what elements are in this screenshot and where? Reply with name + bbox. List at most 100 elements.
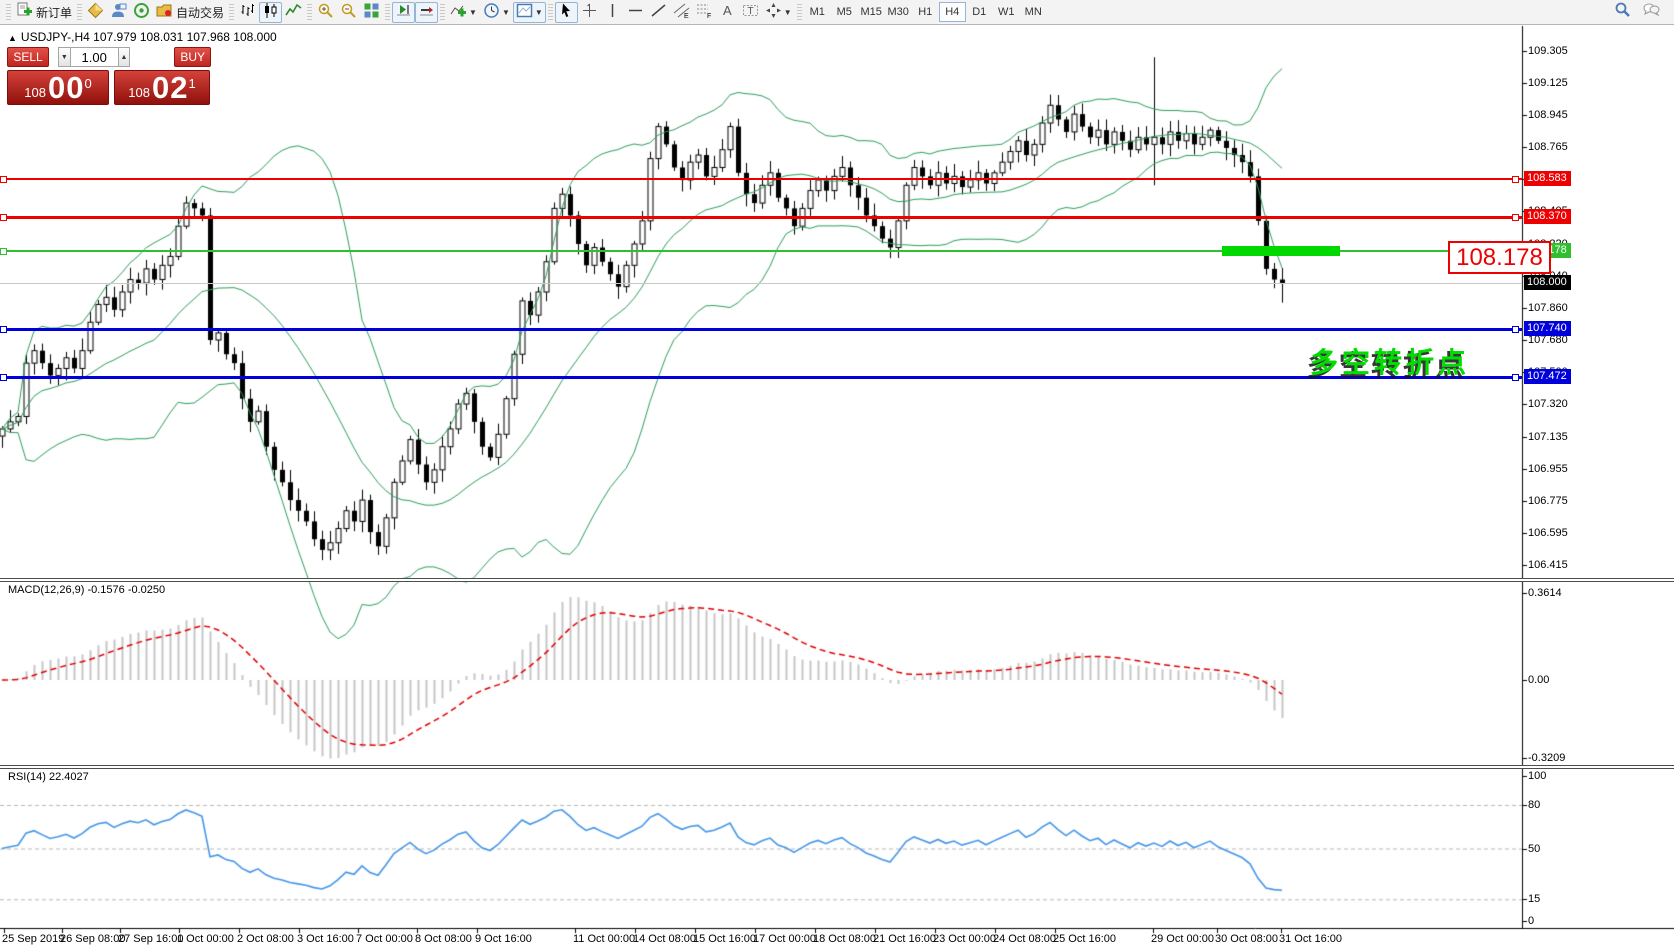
trendline-button[interactable] bbox=[647, 2, 670, 23]
horizontal-level-108.583[interactable] bbox=[0, 178, 1522, 181]
horizontal-line-button[interactable] bbox=[624, 2, 647, 23]
line-handle-left[interactable] bbox=[0, 213, 7, 221]
price-axis[interactable] bbox=[1522, 26, 1674, 928]
text-button[interactable]: A bbox=[716, 2, 739, 23]
rsi-tick-label: 15 bbox=[1528, 893, 1541, 906]
autotrade-button[interactable]: 自动交易 bbox=[153, 2, 227, 23]
time-tick-label: 7 Oct 00:00 bbox=[356, 933, 413, 945]
time-tick-label: 2 Oct 08:00 bbox=[237, 933, 294, 945]
vertical-line-button[interactable] bbox=[601, 2, 624, 23]
zoom-in-button[interactable] bbox=[314, 2, 337, 23]
chevron-down-icon[interactable]: ▼ bbox=[469, 7, 477, 17]
chart-shift-icon bbox=[395, 2, 412, 22]
line-handle-left[interactable] bbox=[0, 373, 7, 381]
bar-chart-button[interactable] bbox=[236, 2, 259, 23]
line-handle-right[interactable] bbox=[1512, 325, 1519, 333]
arrows-button[interactable]: ▼ bbox=[762, 2, 795, 23]
line-handle-right[interactable] bbox=[1512, 175, 1519, 183]
new-order-button[interactable]: 新订单 bbox=[13, 2, 75, 23]
timeframe-mn-button[interactable]: MN bbox=[1024, 6, 1042, 18]
svg-text:T: T bbox=[747, 6, 753, 17]
time-tick-label: 9 Oct 16:00 bbox=[475, 933, 532, 945]
candlestick-chart-icon bbox=[262, 2, 279, 22]
rsi-tick-label: 80 bbox=[1528, 799, 1541, 811]
cursor-button[interactable] bbox=[554, 1, 578, 23]
tile-windows-button[interactable] bbox=[360, 2, 383, 23]
chevron-down-icon[interactable]: ▼ bbox=[534, 7, 543, 17]
periods-button[interactable]: ▼ bbox=[480, 2, 513, 23]
time-tick-label: 11 Oct 00:00 bbox=[573, 933, 636, 945]
timeframe-m1-button[interactable]: M1 bbox=[809, 6, 825, 18]
templates-icon bbox=[516, 2, 533, 22]
buy-price-big: 02 bbox=[151, 70, 189, 105]
line-handle-left[interactable] bbox=[0, 325, 7, 333]
indicators-button[interactable]: ▼ bbox=[447, 2, 480, 23]
chart-symbol-title: ▲ USDJPY-,H4 107.979 108.031 107.968 108.… bbox=[8, 30, 277, 44]
news-signal-button[interactable] bbox=[130, 2, 153, 23]
fibonacci-icon: F bbox=[696, 2, 713, 22]
main-toolbar: 新订单 自动交易 ▼ ▼ ▼ E F A T ▼ M1 M5 M15 M30 H1 H4 D1 W1 MN bbox=[0, 0, 1674, 25]
macd-tick-label: 0.3614 bbox=[1528, 587, 1562, 599]
pane-divider-macd[interactable] bbox=[0, 578, 1674, 582]
line-handle-left[interactable] bbox=[0, 247, 7, 255]
line-chart-button[interactable] bbox=[282, 2, 305, 23]
line-handle-right[interactable] bbox=[1512, 213, 1519, 221]
chevron-down-icon[interactable]: ▼ bbox=[501, 7, 510, 17]
line-handle-right[interactable] bbox=[1512, 373, 1519, 381]
timeframe-m5-button[interactable]: M5 bbox=[836, 6, 852, 18]
timeframe-d1-button[interactable]: D1 bbox=[972, 6, 987, 18]
line-handle-left[interactable] bbox=[0, 175, 7, 183]
charts-button[interactable] bbox=[84, 2, 107, 23]
volume-increase-button[interactable]: ▲ bbox=[117, 47, 131, 67]
horizontal-level-107.740[interactable] bbox=[0, 327, 1522, 331]
text-label-button[interactable]: T bbox=[739, 2, 762, 23]
zoom-out-icon bbox=[340, 2, 357, 22]
rsi-tick-label: 100 bbox=[1528, 770, 1547, 782]
timeframe-w1-button[interactable]: W1 bbox=[997, 6, 1015, 18]
time-tick-label: 26 Sep 08:00 bbox=[60, 933, 126, 945]
vertical-line-icon bbox=[604, 2, 621, 22]
volume-input[interactable] bbox=[70, 47, 118, 67]
chat-icon[interactable] bbox=[1643, 1, 1660, 23]
time-tick-label: 1 Oct 00:00 bbox=[177, 933, 234, 945]
pane-divider-rsi[interactable] bbox=[0, 765, 1674, 769]
toolbar-right-icons bbox=[1614, 1, 1670, 23]
toolbar-gripper bbox=[307, 3, 313, 21]
horizontal-level-108.370[interactable] bbox=[0, 215, 1522, 219]
time-tick-label: 15 Oct 16:00 bbox=[693, 933, 756, 945]
collapse-triangle-icon[interactable]: ▲ bbox=[8, 33, 17, 43]
price-tick-label: 107.860 bbox=[1528, 302, 1568, 314]
sell-price-display[interactable]: 108 00 0 bbox=[7, 70, 109, 105]
turning-point-annotation[interactable]: 多空转折点 bbox=[1310, 347, 1471, 378]
toolbar-gripper bbox=[547, 3, 553, 21]
price-annotation-box[interactable]: 108.178 bbox=[1448, 241, 1551, 274]
svg-text:F: F bbox=[707, 13, 711, 19]
buy-price-prefix: 108 bbox=[128, 85, 150, 100]
timeframe-h1-button[interactable]: H1 bbox=[918, 6, 933, 18]
horizontal-level-107.472[interactable] bbox=[0, 375, 1522, 379]
horizontal-level-108.178[interactable] bbox=[0, 250, 1522, 253]
toolbar-gripper bbox=[229, 3, 235, 21]
fibonacci-button[interactable]: F bbox=[693, 2, 716, 23]
profile-button[interactable] bbox=[107, 2, 130, 23]
current-price-line bbox=[0, 283, 1522, 285]
templates-button[interactable]: ▼ bbox=[512, 1, 546, 23]
chevron-down-icon[interactable]: ▼ bbox=[783, 7, 792, 17]
sell-button[interactable]: SELL bbox=[7, 47, 49, 67]
equidistant-channel-button[interactable]: E bbox=[670, 2, 693, 23]
zoom-out-button[interactable] bbox=[337, 2, 360, 23]
time-tick-label: 18 Oct 08:00 bbox=[813, 933, 876, 945]
buy-button[interactable]: BUY bbox=[174, 47, 212, 67]
support-zone-rectangle[interactable] bbox=[1222, 246, 1340, 256]
timeframe-h4-button[interactable]: H4 bbox=[938, 2, 966, 22]
volume-decrease-button[interactable]: ▼ bbox=[58, 47, 71, 67]
chart-shift-button[interactable] bbox=[392, 1, 416, 23]
buy-price-display[interactable]: 108 02 1 bbox=[114, 70, 210, 105]
auto-scroll-button[interactable] bbox=[415, 1, 439, 23]
candlestick-chart-button[interactable] bbox=[259, 1, 283, 23]
timeframe-m15-button[interactable]: M15 bbox=[860, 6, 882, 18]
search-icon[interactable] bbox=[1614, 1, 1631, 23]
timeframe-m30-button[interactable]: M30 bbox=[887, 6, 909, 18]
crosshair-button[interactable] bbox=[578, 2, 601, 23]
